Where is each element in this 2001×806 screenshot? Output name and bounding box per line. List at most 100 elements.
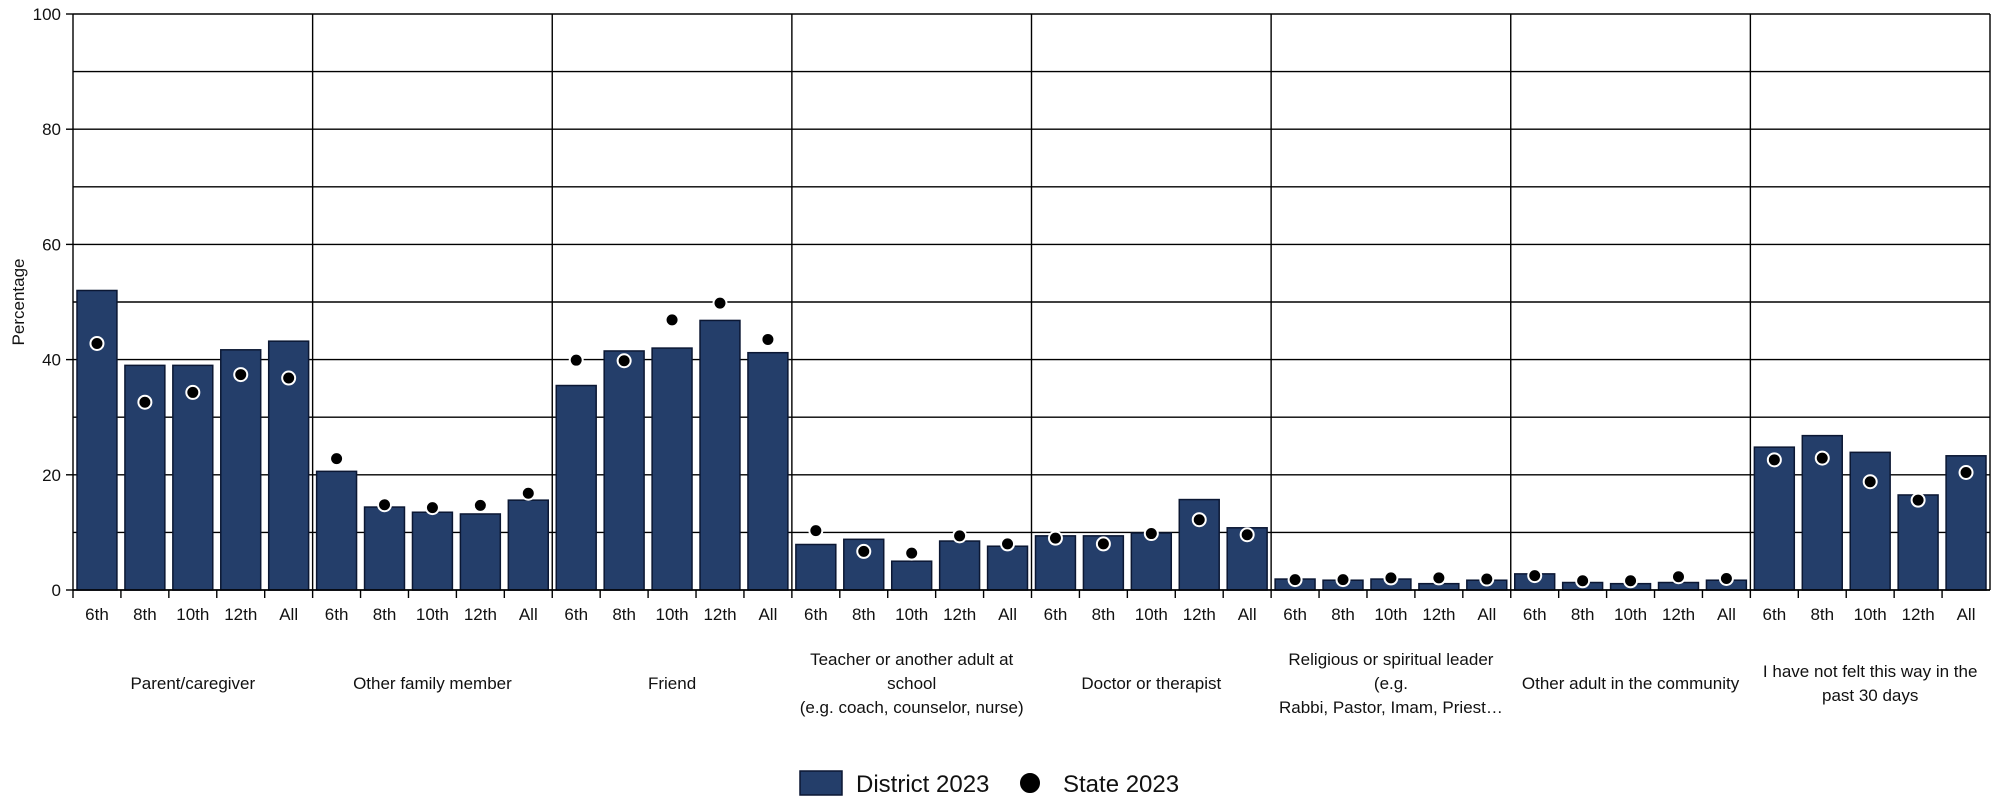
y-tick-label: 80 — [42, 120, 61, 139]
state-dot — [1191, 512, 1207, 528]
x-tick-label: 10th — [1614, 605, 1647, 624]
x-tick-label: All — [279, 605, 298, 624]
x-tick-label: 12th — [703, 605, 736, 624]
x-tick-label: 10th — [1135, 605, 1168, 624]
x-tick-label: 10th — [416, 605, 449, 624]
x-tick-label: All — [1717, 605, 1736, 624]
district-bar — [507, 499, 550, 591]
state-dot — [377, 497, 393, 513]
y-tick-label: 40 — [42, 351, 61, 370]
x-tick-label: 8th — [1571, 605, 1595, 624]
x-tick-label: All — [998, 605, 1017, 624]
state-dot — [424, 500, 440, 516]
district-bar — [986, 545, 1029, 591]
group-label: Teacher or another adult at — [810, 650, 1013, 669]
state-dot — [904, 545, 920, 561]
x-tick-label: All — [1238, 605, 1257, 624]
group-label: Religious or spiritual leader — [1288, 650, 1493, 669]
x-tick-label: 8th — [373, 605, 397, 624]
state-dot — [664, 312, 680, 328]
state-dot — [1718, 570, 1734, 586]
district-bar — [747, 351, 789, 591]
state-dot — [856, 543, 872, 559]
state-dot — [520, 485, 536, 501]
district-bar — [172, 364, 214, 591]
district-bar — [1130, 532, 1173, 591]
state-dot — [1766, 452, 1782, 468]
state-dot — [1958, 464, 1974, 480]
x-tick-label: 6th — [1283, 605, 1307, 624]
state-dot — [1623, 573, 1639, 589]
legend-swatch-state — [1018, 771, 1042, 795]
x-tick-label: 6th — [325, 605, 349, 624]
y-axis-label: Percentage — [9, 259, 28, 346]
state-dot — [89, 335, 105, 351]
state-dot — [712, 295, 728, 311]
state-dot — [281, 370, 297, 386]
group-label: Friend — [648, 674, 696, 693]
x-tick-label: 6th — [1523, 605, 1547, 624]
x-tick-label: 8th — [1331, 605, 1355, 624]
state-dot — [233, 367, 249, 383]
y-tick-label: 20 — [42, 466, 61, 485]
state-dot — [1431, 570, 1447, 586]
district-bar — [1849, 451, 1891, 591]
district-bar — [890, 560, 933, 591]
state-dot — [1383, 570, 1399, 586]
x-tick-label: 10th — [1374, 605, 1407, 624]
x-tick-label: 8th — [612, 605, 636, 624]
district-bar — [555, 384, 597, 591]
state-dot — [329, 451, 345, 467]
group-label: school — [887, 674, 936, 693]
state-dot — [808, 523, 824, 539]
x-tick-label: 12th — [224, 605, 257, 624]
district-bar — [411, 511, 454, 591]
x-tick-label: All — [1957, 605, 1976, 624]
group-label: Other adult in the community — [1522, 674, 1740, 693]
state-dot — [568, 352, 584, 368]
x-tick-label: 12th — [1183, 605, 1216, 624]
legend-label-district: District 2023 — [856, 771, 989, 798]
y-tick-label: 0 — [52, 581, 61, 600]
district-bar — [699, 319, 741, 591]
district-bar — [603, 350, 645, 591]
group-label: past 30 days — [1822, 686, 1918, 705]
state-dot — [1862, 474, 1878, 490]
state-dot — [1479, 571, 1495, 587]
x-tick-label: All — [758, 605, 777, 624]
state-dot — [1095, 536, 1111, 552]
x-tick-label: 12th — [943, 605, 976, 624]
x-tick-label: 8th — [1810, 605, 1834, 624]
state-dot — [1335, 572, 1351, 588]
x-tick-label: 10th — [176, 605, 209, 624]
group-label: I have not felt this way in the — [1763, 662, 1978, 681]
x-tick-label: 8th — [133, 605, 157, 624]
x-tick-label: 10th — [656, 605, 689, 624]
group-label: (e.g. — [1374, 674, 1408, 693]
state-dot — [760, 331, 776, 347]
x-tick-label: 6th — [85, 605, 109, 624]
group-label: (e.g. coach, counselor, nurse) — [800, 698, 1024, 717]
group-label: Rabbi, Pastor, Imam, Priest… — [1279, 698, 1503, 717]
y-tick-label: 60 — [42, 235, 61, 254]
state-dot — [1814, 450, 1830, 466]
group-label: Other family member — [353, 674, 512, 693]
district-bar — [1753, 446, 1796, 591]
x-tick-label: 12th — [1662, 605, 1695, 624]
x-tick-label: 10th — [895, 605, 928, 624]
state-dot — [1239, 527, 1255, 543]
x-tick-label: 6th — [804, 605, 828, 624]
x-tick-label: 12th — [1422, 605, 1455, 624]
state-dot — [1527, 568, 1543, 584]
group-label: Doctor or therapist — [1081, 674, 1221, 693]
district-bar — [651, 347, 693, 591]
legend-label-state: State 2023 — [1063, 771, 1179, 798]
district-bar — [938, 540, 981, 591]
x-tick-label: 6th — [1044, 605, 1068, 624]
x-tick-label: All — [1477, 605, 1496, 624]
state-dot — [185, 384, 201, 400]
state-dot — [1670, 569, 1686, 585]
state-dot — [1910, 492, 1926, 508]
y-tick-label: 100 — [33, 5, 61, 24]
